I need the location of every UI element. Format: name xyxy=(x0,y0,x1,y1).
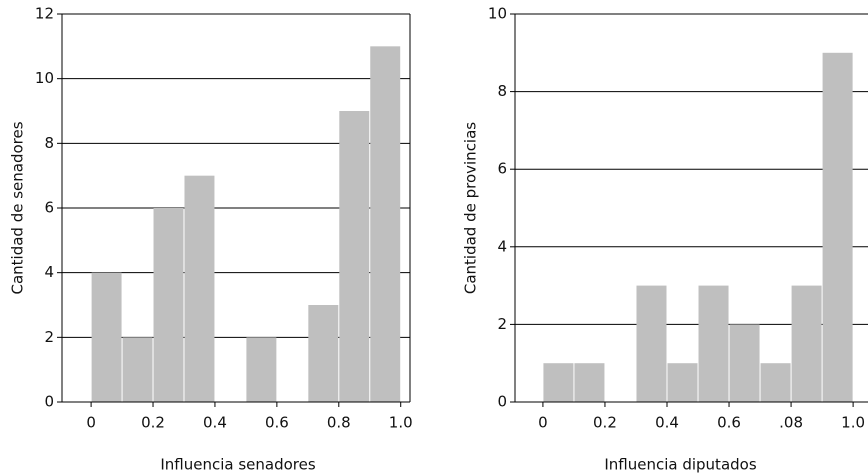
y-axis-label: Cantidad de senadores xyxy=(9,121,27,294)
bar xyxy=(339,111,370,402)
y-tick-label: 0 xyxy=(44,393,54,411)
x-tick-label: 0.2 xyxy=(593,414,617,432)
x-tick-label: .08 xyxy=(779,414,803,432)
bar xyxy=(636,285,667,402)
bar xyxy=(184,175,215,402)
y-tick-label: 12 xyxy=(35,5,54,23)
y-tick-label: 2 xyxy=(44,328,54,346)
x-tick-label: 0.2 xyxy=(141,414,165,432)
x-tick-label: 0.4 xyxy=(203,414,227,432)
x-tick-label: 0.4 xyxy=(655,414,679,432)
y-tick-label: 4 xyxy=(44,263,54,281)
bar xyxy=(822,52,853,403)
bar xyxy=(153,208,184,402)
bar xyxy=(122,337,153,402)
bar xyxy=(760,363,791,402)
x-tick-label: 0.6 xyxy=(717,414,741,432)
bar xyxy=(370,46,401,402)
y-tick-label: 10 xyxy=(488,5,507,23)
x-tick-label: 0.6 xyxy=(265,414,289,432)
x-tick-label: 0.8 xyxy=(327,414,351,432)
y-tick-label: 6 xyxy=(497,160,507,178)
y-tick-label: 6 xyxy=(44,199,54,217)
y-tick-label: 8 xyxy=(497,82,507,100)
x-tick-label: 0 xyxy=(538,414,548,432)
bar xyxy=(791,285,822,402)
bar xyxy=(698,285,729,402)
x-axis-label: Influencia diputados xyxy=(604,456,756,474)
bar xyxy=(574,363,605,402)
x-tick-label: 0 xyxy=(86,414,96,432)
y-tick-label: 10 xyxy=(35,69,54,87)
bar xyxy=(729,324,760,402)
x-axis-label: Influencia senadores xyxy=(160,456,316,474)
bar xyxy=(91,272,122,402)
bar xyxy=(246,337,277,402)
y-tick-label: 0 xyxy=(497,393,507,411)
y-tick-label: 2 xyxy=(497,315,507,333)
bar xyxy=(543,363,574,402)
y-axis-label: Cantidad de provincias xyxy=(462,122,480,294)
bar xyxy=(667,363,698,402)
x-tick-label: 1.0 xyxy=(389,414,413,432)
y-tick-label: 8 xyxy=(44,134,54,152)
bar xyxy=(308,305,339,402)
y-tick-label: 4 xyxy=(497,237,507,255)
x-tick-label: 1.0 xyxy=(841,414,865,432)
